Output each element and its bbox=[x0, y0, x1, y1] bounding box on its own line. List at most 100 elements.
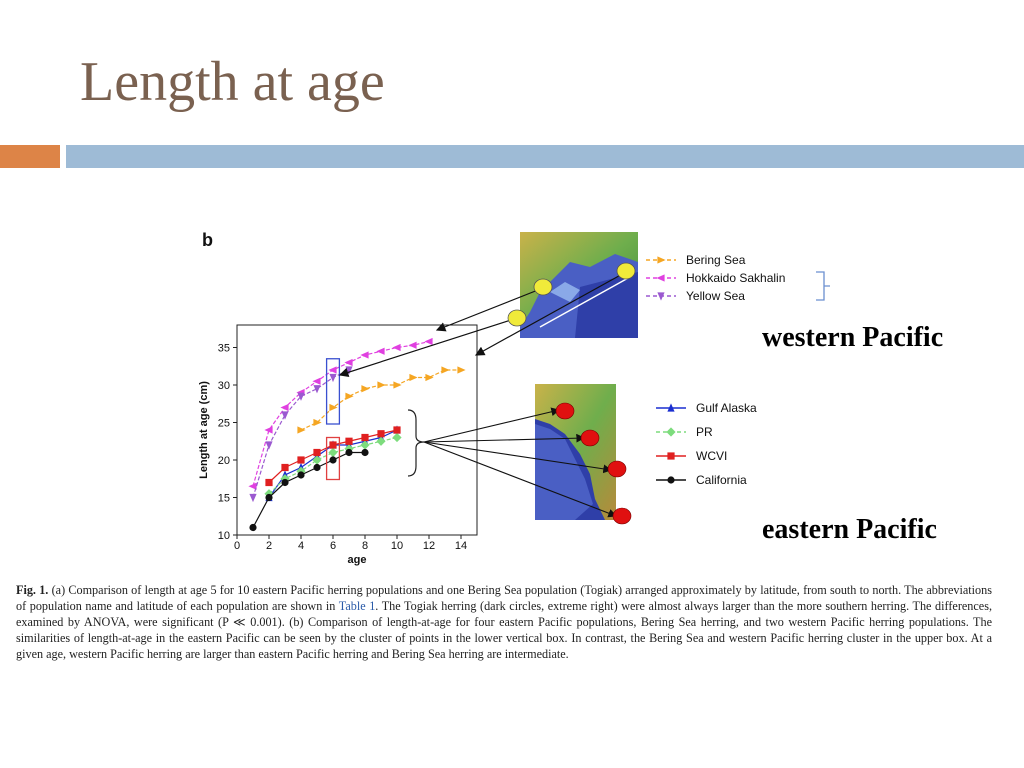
series-line bbox=[300, 369, 461, 431]
data-point bbox=[377, 381, 386, 389]
data-point bbox=[264, 426, 273, 434]
data-point bbox=[297, 456, 305, 464]
data-point bbox=[345, 437, 353, 445]
data-point bbox=[329, 456, 337, 464]
arrow-east-1 bbox=[423, 433, 586, 443]
data-point bbox=[280, 403, 289, 412]
data-point bbox=[360, 351, 369, 359]
west-legend-label: Bering Sea bbox=[686, 253, 746, 267]
y-tick-label: 30 bbox=[218, 380, 230, 392]
data-point bbox=[249, 493, 257, 503]
east-legend-marker bbox=[667, 452, 675, 460]
data-point bbox=[457, 366, 466, 374]
data-point bbox=[392, 432, 402, 443]
eastern-cluster-brace bbox=[407, 409, 425, 477]
data-point bbox=[265, 493, 273, 502]
data-point bbox=[376, 436, 386, 446]
western-location-marker bbox=[616, 262, 636, 280]
data-point bbox=[249, 523, 257, 532]
data-point bbox=[297, 392, 305, 401]
data-point bbox=[345, 448, 353, 457]
x-tick-label: 14 bbox=[455, 540, 467, 552]
data-point bbox=[312, 377, 321, 385]
west-legend-bracket bbox=[816, 271, 830, 301]
data-point bbox=[425, 373, 434, 382]
series-line bbox=[252, 340, 430, 487]
x-tick-label: 6 bbox=[330, 540, 336, 552]
west-legend-marker bbox=[656, 274, 665, 282]
data-point bbox=[328, 447, 338, 458]
data-point bbox=[281, 411, 289, 420]
data-point bbox=[361, 448, 369, 457]
data-point bbox=[393, 426, 401, 434]
data-point bbox=[313, 418, 322, 427]
data-point bbox=[377, 430, 385, 438]
data-point bbox=[361, 433, 369, 442]
data-point bbox=[313, 463, 321, 472]
data-point bbox=[265, 441, 273, 450]
caption-text-a: (a) Comparison of length at age 5 for 10… bbox=[16, 583, 992, 613]
data-point bbox=[361, 385, 370, 393]
western-pacific-map bbox=[520, 232, 638, 338]
caption-fig-label: Fig. 1. bbox=[16, 583, 49, 597]
data-point bbox=[265, 478, 273, 487]
arrow-hokkaido bbox=[435, 287, 544, 332]
arrow-east-0 bbox=[423, 407, 561, 443]
data-point bbox=[345, 392, 354, 400]
data-point bbox=[313, 448, 321, 457]
data-point bbox=[329, 373, 337, 383]
y-tick-label: 10 bbox=[218, 530, 230, 542]
x-tick-label: 12 bbox=[423, 540, 435, 552]
arrow-bering bbox=[474, 271, 627, 356]
arrow-east-2 bbox=[423, 441, 613, 474]
western-pacific-label: western Pacific bbox=[762, 322, 944, 353]
plot-frame bbox=[236, 324, 478, 536]
western-location-marker bbox=[507, 309, 527, 327]
x-tick-label: 10 bbox=[391, 540, 403, 552]
accent-bar-blue bbox=[66, 145, 1024, 168]
data-point bbox=[281, 463, 289, 472]
series-line bbox=[268, 436, 398, 495]
accent-bar-orange bbox=[0, 145, 60, 168]
data-point bbox=[297, 426, 306, 434]
arrow-east-3 bbox=[423, 441, 618, 518]
eastern-pacific-label: eastern Pacific bbox=[762, 514, 937, 545]
data-point bbox=[408, 341, 417, 349]
data-point bbox=[329, 441, 337, 449]
data-point bbox=[441, 366, 450, 374]
data-point bbox=[393, 381, 402, 389]
lower-cluster-box bbox=[325, 436, 341, 481]
data-point bbox=[344, 358, 353, 367]
caption-table-link[interactable]: Table 1 bbox=[338, 599, 376, 613]
y-tick-label: 35 bbox=[218, 343, 230, 355]
x-axis-label: age bbox=[348, 554, 367, 566]
data-point bbox=[297, 471, 305, 479]
east-legend-label: California bbox=[696, 473, 747, 487]
west-legend-marker bbox=[657, 256, 666, 264]
data-point bbox=[248, 482, 257, 490]
data-point bbox=[328, 366, 337, 374]
upper-cluster-box bbox=[325, 358, 341, 425]
east-legend-marker bbox=[667, 403, 675, 412]
x-tick-label: 4 bbox=[298, 540, 304, 552]
east-legend-label: WCVI bbox=[696, 449, 727, 463]
x-tick-label: 0 bbox=[234, 540, 240, 552]
data-point bbox=[329, 403, 338, 412]
eastern-location-marker bbox=[580, 429, 600, 447]
data-point bbox=[424, 337, 433, 346]
figure-caption: Fig. 1. (a) Comparison of length at age … bbox=[16, 582, 992, 662]
eastern-location-marker bbox=[607, 460, 627, 478]
eastern-location-marker bbox=[612, 507, 632, 525]
panel-letter: b bbox=[202, 230, 213, 250]
data-point bbox=[409, 373, 418, 382]
west-legend-marker bbox=[657, 292, 665, 301]
x-tick-label: 8 bbox=[362, 540, 368, 552]
eastern-location-marker bbox=[555, 402, 575, 420]
east-legend-label: Gulf Alaska bbox=[696, 401, 757, 415]
arrow-yellow-sea bbox=[338, 317, 518, 377]
data-point bbox=[376, 347, 385, 355]
data-point bbox=[313, 385, 321, 394]
y-tick-label: 25 bbox=[218, 418, 230, 430]
y-tick-label: 15 bbox=[218, 493, 230, 505]
